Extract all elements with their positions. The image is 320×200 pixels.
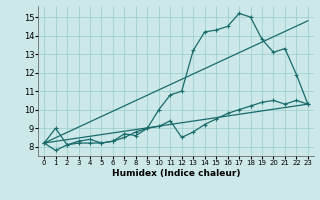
X-axis label: Humidex (Indice chaleur): Humidex (Indice chaleur) [112,169,240,178]
